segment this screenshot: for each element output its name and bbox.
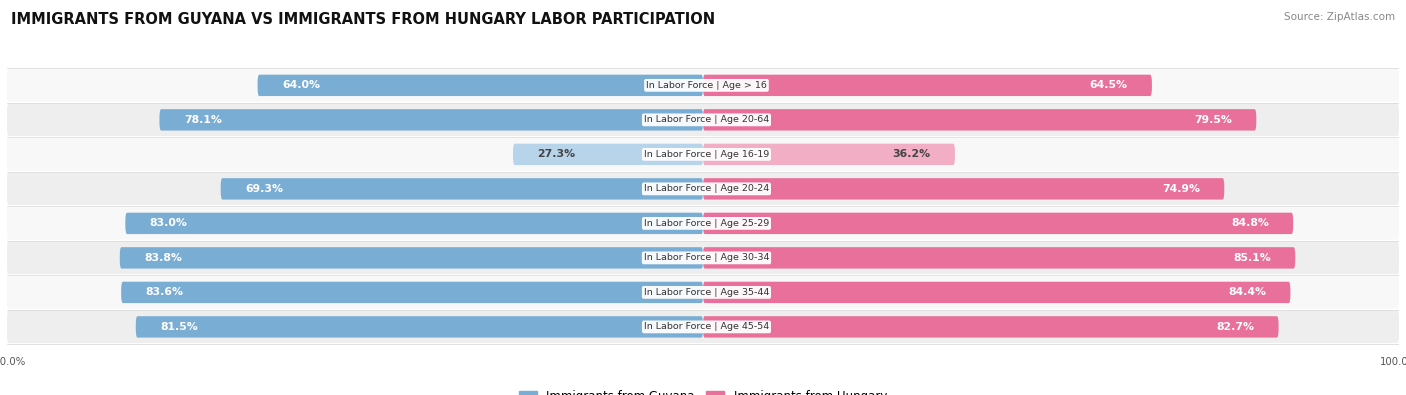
FancyBboxPatch shape: [7, 276, 1399, 308]
Text: 36.2%: 36.2%: [893, 149, 931, 159]
FancyBboxPatch shape: [703, 178, 1225, 199]
FancyBboxPatch shape: [703, 247, 1295, 269]
FancyBboxPatch shape: [703, 213, 1294, 234]
Text: 79.5%: 79.5%: [1194, 115, 1232, 125]
Text: 74.9%: 74.9%: [1161, 184, 1199, 194]
Text: 83.6%: 83.6%: [146, 288, 184, 297]
Text: In Labor Force | Age 20-64: In Labor Force | Age 20-64: [644, 115, 769, 124]
Text: 64.5%: 64.5%: [1090, 80, 1128, 90]
Text: 64.0%: 64.0%: [283, 80, 321, 90]
Text: 27.3%: 27.3%: [537, 149, 575, 159]
FancyBboxPatch shape: [703, 75, 1152, 96]
FancyBboxPatch shape: [125, 213, 703, 234]
FancyBboxPatch shape: [257, 75, 703, 96]
Text: IMMIGRANTS FROM GUYANA VS IMMIGRANTS FROM HUNGARY LABOR PARTICIPATION: IMMIGRANTS FROM GUYANA VS IMMIGRANTS FRO…: [11, 12, 716, 27]
FancyBboxPatch shape: [703, 282, 1291, 303]
Text: 84.8%: 84.8%: [1230, 218, 1268, 228]
FancyBboxPatch shape: [120, 247, 703, 269]
FancyBboxPatch shape: [513, 144, 703, 165]
FancyBboxPatch shape: [7, 173, 1399, 205]
FancyBboxPatch shape: [7, 207, 1399, 240]
Text: 82.7%: 82.7%: [1216, 322, 1254, 332]
FancyBboxPatch shape: [7, 103, 1399, 136]
FancyBboxPatch shape: [7, 311, 1399, 343]
Text: In Labor Force | Age 35-44: In Labor Force | Age 35-44: [644, 288, 769, 297]
Text: In Labor Force | Age 45-54: In Labor Force | Age 45-54: [644, 322, 769, 331]
FancyBboxPatch shape: [703, 144, 955, 165]
FancyBboxPatch shape: [121, 282, 703, 303]
FancyBboxPatch shape: [136, 316, 703, 338]
FancyBboxPatch shape: [221, 178, 703, 199]
Text: Source: ZipAtlas.com: Source: ZipAtlas.com: [1284, 12, 1395, 22]
Text: In Labor Force | Age 30-34: In Labor Force | Age 30-34: [644, 253, 769, 262]
Text: 83.0%: 83.0%: [149, 218, 187, 228]
Text: 81.5%: 81.5%: [160, 322, 198, 332]
FancyBboxPatch shape: [7, 69, 1399, 102]
FancyBboxPatch shape: [159, 109, 703, 131]
Legend: Immigrants from Guyana, Immigrants from Hungary: Immigrants from Guyana, Immigrants from …: [515, 385, 891, 395]
FancyBboxPatch shape: [7, 242, 1399, 274]
Text: 85.1%: 85.1%: [1233, 253, 1271, 263]
Text: In Labor Force | Age 25-29: In Labor Force | Age 25-29: [644, 219, 769, 228]
Text: 83.8%: 83.8%: [145, 253, 181, 263]
Text: 84.4%: 84.4%: [1227, 288, 1265, 297]
FancyBboxPatch shape: [703, 109, 1257, 131]
Text: 69.3%: 69.3%: [245, 184, 283, 194]
FancyBboxPatch shape: [703, 316, 1278, 338]
FancyBboxPatch shape: [7, 138, 1399, 171]
Text: In Labor Force | Age 16-19: In Labor Force | Age 16-19: [644, 150, 769, 159]
Text: In Labor Force | Age 20-24: In Labor Force | Age 20-24: [644, 184, 769, 194]
Text: 78.1%: 78.1%: [184, 115, 222, 125]
Text: In Labor Force | Age > 16: In Labor Force | Age > 16: [645, 81, 766, 90]
